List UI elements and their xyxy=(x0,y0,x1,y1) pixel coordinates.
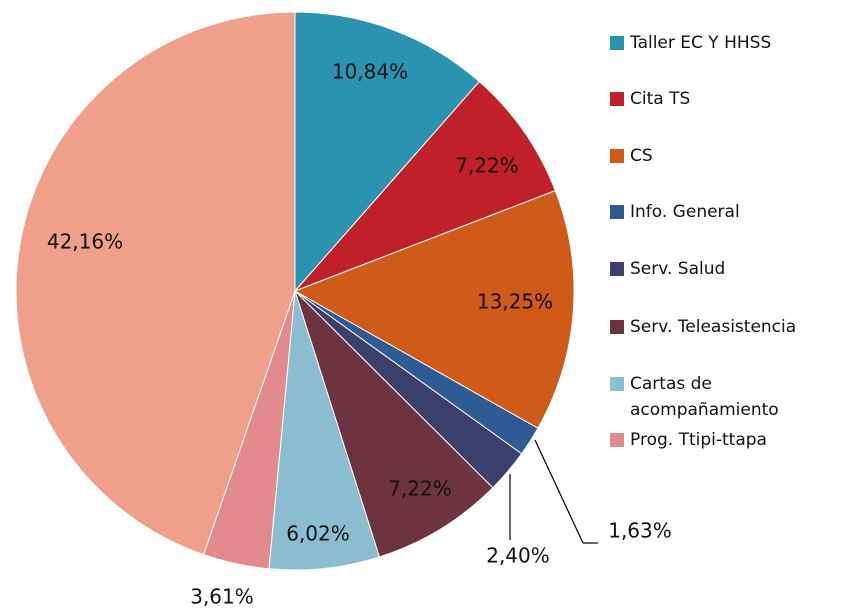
data-label: 42,16% xyxy=(47,230,123,254)
legend-item: Taller EC Y HHSS xyxy=(610,30,840,56)
legend-swatch xyxy=(610,320,624,334)
pie-slice xyxy=(294,80,556,292)
data-label: 1,63% xyxy=(608,519,672,543)
legend-swatch xyxy=(610,149,624,163)
legend-label: Cartas de acompañamiento xyxy=(630,374,779,420)
pie-slice xyxy=(294,11,481,293)
pie-slice xyxy=(293,189,575,429)
legend-item: Info. General xyxy=(610,199,840,225)
data-label: 10,84% xyxy=(332,60,408,84)
legend-swatch xyxy=(610,205,624,219)
pie-slice xyxy=(15,11,296,556)
data-label: 7,22% xyxy=(455,154,519,178)
legend-swatch xyxy=(610,36,624,50)
pie-slice xyxy=(294,290,494,558)
legend-item: Serv. Salud xyxy=(610,256,840,282)
legend-item: Cartas de acompañamiento xyxy=(610,371,840,423)
pie-slice xyxy=(268,290,381,571)
legend-label: Cita TS xyxy=(630,89,691,109)
legend-label: Serv. Teleasistencia xyxy=(630,317,797,337)
data-label: 2,40% xyxy=(486,544,550,568)
legend-label: Prog. Ttipi-ttapa xyxy=(630,430,767,450)
legend-swatch xyxy=(610,377,624,391)
legend-label: Info. General xyxy=(630,202,740,222)
legend-label: CS xyxy=(630,146,653,166)
legend-swatch xyxy=(610,92,624,106)
data-label: 7,22% xyxy=(388,477,452,501)
leader-line xyxy=(534,439,584,544)
legend-item: CS xyxy=(610,143,840,169)
legend-label: Taller EC Y HHSS xyxy=(630,33,772,53)
legend-swatch xyxy=(610,262,624,276)
legend-swatch xyxy=(610,433,624,447)
data-label: 3,61% xyxy=(190,585,254,609)
legend-label: Serv. Salud xyxy=(630,259,726,279)
legend-item: Serv. Teleasistencia xyxy=(610,314,840,340)
data-label: 6,02% xyxy=(286,522,350,546)
legend-item: Cita TS xyxy=(610,86,840,112)
legend-item: Prog. Ttipi-ttapa xyxy=(610,427,840,453)
data-label: 13,25% xyxy=(477,290,553,314)
